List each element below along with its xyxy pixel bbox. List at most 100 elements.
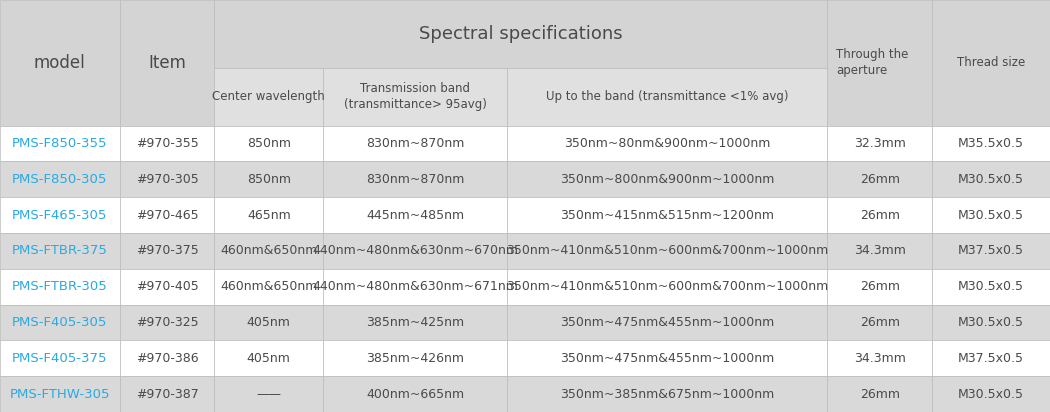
Bar bbox=[0, 126, 120, 162]
Bar bbox=[323, 304, 507, 340]
Bar bbox=[827, 304, 932, 340]
Text: Item: Item bbox=[148, 54, 186, 72]
Text: 350nm~475nm&455nm~1000nm: 350nm~475nm&455nm~1000nm bbox=[560, 316, 775, 329]
Bar bbox=[120, 126, 214, 162]
Bar bbox=[0, 376, 120, 412]
Text: 32.3mm: 32.3mm bbox=[854, 137, 906, 150]
Bar bbox=[214, 376, 323, 412]
Text: 440nm~480nm&630nm~671nm: 440nm~480nm&630nm~671nm bbox=[312, 280, 519, 293]
Bar bbox=[323, 269, 507, 304]
Bar bbox=[120, 304, 214, 340]
Text: PMS-F850-305: PMS-F850-305 bbox=[13, 173, 107, 186]
Bar bbox=[323, 197, 507, 233]
Text: 400nm~665nm: 400nm~665nm bbox=[366, 388, 464, 400]
Bar bbox=[214, 162, 323, 197]
Bar bbox=[827, 376, 932, 412]
Text: 34.3mm: 34.3mm bbox=[854, 244, 906, 258]
Text: 385nm~426nm: 385nm~426nm bbox=[366, 352, 464, 365]
Bar bbox=[0, 269, 120, 304]
Bar bbox=[0, 0, 120, 126]
Text: #970-387: #970-387 bbox=[135, 388, 198, 400]
Text: M30.5x0.5: M30.5x0.5 bbox=[959, 208, 1024, 222]
Bar bbox=[120, 0, 214, 126]
Text: #970-325: #970-325 bbox=[135, 316, 198, 329]
Bar bbox=[507, 162, 827, 197]
Text: 850nm: 850nm bbox=[247, 173, 291, 186]
Text: ——: —— bbox=[256, 388, 281, 400]
Text: #970-405: #970-405 bbox=[135, 280, 198, 293]
Text: 405nm: 405nm bbox=[247, 352, 291, 365]
Text: PMS-F405-375: PMS-F405-375 bbox=[13, 352, 107, 365]
Bar bbox=[214, 304, 323, 340]
Text: 350nm~80nm&900nm~1000nm: 350nm~80nm&900nm~1000nm bbox=[564, 137, 771, 150]
Text: 26mm: 26mm bbox=[860, 388, 900, 400]
Text: PMS-FTBR-375: PMS-FTBR-375 bbox=[12, 244, 108, 258]
Bar bbox=[323, 126, 507, 162]
Text: 26mm: 26mm bbox=[860, 316, 900, 329]
Bar bbox=[932, 304, 1050, 340]
Bar bbox=[932, 0, 1050, 126]
Bar bbox=[0, 162, 120, 197]
Bar bbox=[323, 340, 507, 376]
Bar bbox=[120, 340, 214, 376]
Text: #970-375: #970-375 bbox=[135, 244, 198, 258]
Text: 460nm&650nm: 460nm&650nm bbox=[220, 244, 317, 258]
Bar bbox=[507, 126, 827, 162]
Text: #970-355: #970-355 bbox=[135, 137, 198, 150]
Text: Up to the band (transmittance <1% avg): Up to the band (transmittance <1% avg) bbox=[546, 90, 789, 103]
Bar bbox=[214, 0, 827, 68]
Bar bbox=[120, 233, 214, 269]
Bar bbox=[932, 162, 1050, 197]
Bar bbox=[507, 197, 827, 233]
Text: Spectral specifications: Spectral specifications bbox=[419, 25, 623, 43]
Text: 850nm: 850nm bbox=[247, 137, 291, 150]
Bar bbox=[323, 162, 507, 197]
Text: #970-465: #970-465 bbox=[135, 208, 198, 222]
Bar bbox=[323, 376, 507, 412]
Text: 350nm~475nm&455nm~1000nm: 350nm~475nm&455nm~1000nm bbox=[560, 352, 775, 365]
Text: Through the
aperture: Through the aperture bbox=[836, 48, 908, 77]
Text: 34.3mm: 34.3mm bbox=[854, 352, 906, 365]
Bar bbox=[214, 340, 323, 376]
Text: 26mm: 26mm bbox=[860, 208, 900, 222]
Bar bbox=[932, 197, 1050, 233]
Text: M37.5x0.5: M37.5x0.5 bbox=[959, 352, 1024, 365]
Bar bbox=[932, 126, 1050, 162]
Bar bbox=[827, 269, 932, 304]
Text: M30.5x0.5: M30.5x0.5 bbox=[959, 173, 1024, 186]
Text: PMS-FTHW-305: PMS-FTHW-305 bbox=[9, 388, 110, 400]
Bar bbox=[0, 340, 120, 376]
Text: M30.5x0.5: M30.5x0.5 bbox=[959, 280, 1024, 293]
Text: 350nm~415nm&515nm~1200nm: 350nm~415nm&515nm~1200nm bbox=[561, 208, 774, 222]
Text: 385nm~425nm: 385nm~425nm bbox=[366, 316, 464, 329]
Text: 830nm~870nm: 830nm~870nm bbox=[366, 173, 464, 186]
Bar bbox=[214, 233, 323, 269]
Text: M30.5x0.5: M30.5x0.5 bbox=[959, 388, 1024, 400]
Text: 830nm~870nm: 830nm~870nm bbox=[366, 137, 464, 150]
Text: PMS-FTBR-305: PMS-FTBR-305 bbox=[12, 280, 108, 293]
Bar bbox=[120, 269, 214, 304]
Bar bbox=[323, 233, 507, 269]
Bar bbox=[323, 68, 507, 126]
Bar bbox=[0, 197, 120, 233]
Bar bbox=[507, 233, 827, 269]
Bar bbox=[507, 304, 827, 340]
Bar bbox=[827, 197, 932, 233]
Text: Thread size: Thread size bbox=[958, 56, 1025, 69]
Text: 460nm&650nm: 460nm&650nm bbox=[220, 280, 317, 293]
Bar bbox=[120, 197, 214, 233]
Text: PMS-F465-305: PMS-F465-305 bbox=[13, 208, 107, 222]
Bar bbox=[0, 233, 120, 269]
Text: 405nm: 405nm bbox=[247, 316, 291, 329]
Text: 26mm: 26mm bbox=[860, 173, 900, 186]
Text: model: model bbox=[34, 54, 86, 72]
Bar bbox=[214, 197, 323, 233]
Text: PMS-F405-305: PMS-F405-305 bbox=[13, 316, 107, 329]
Bar bbox=[214, 269, 323, 304]
Text: #970-305: #970-305 bbox=[135, 173, 198, 186]
Bar bbox=[827, 233, 932, 269]
Bar bbox=[120, 376, 214, 412]
Text: 350nm~385nm&675nm~1000nm: 350nm~385nm&675nm~1000nm bbox=[560, 388, 775, 400]
Text: Transmission band
(transmittance> 95avg): Transmission band (transmittance> 95avg) bbox=[343, 82, 487, 111]
Bar bbox=[827, 126, 932, 162]
